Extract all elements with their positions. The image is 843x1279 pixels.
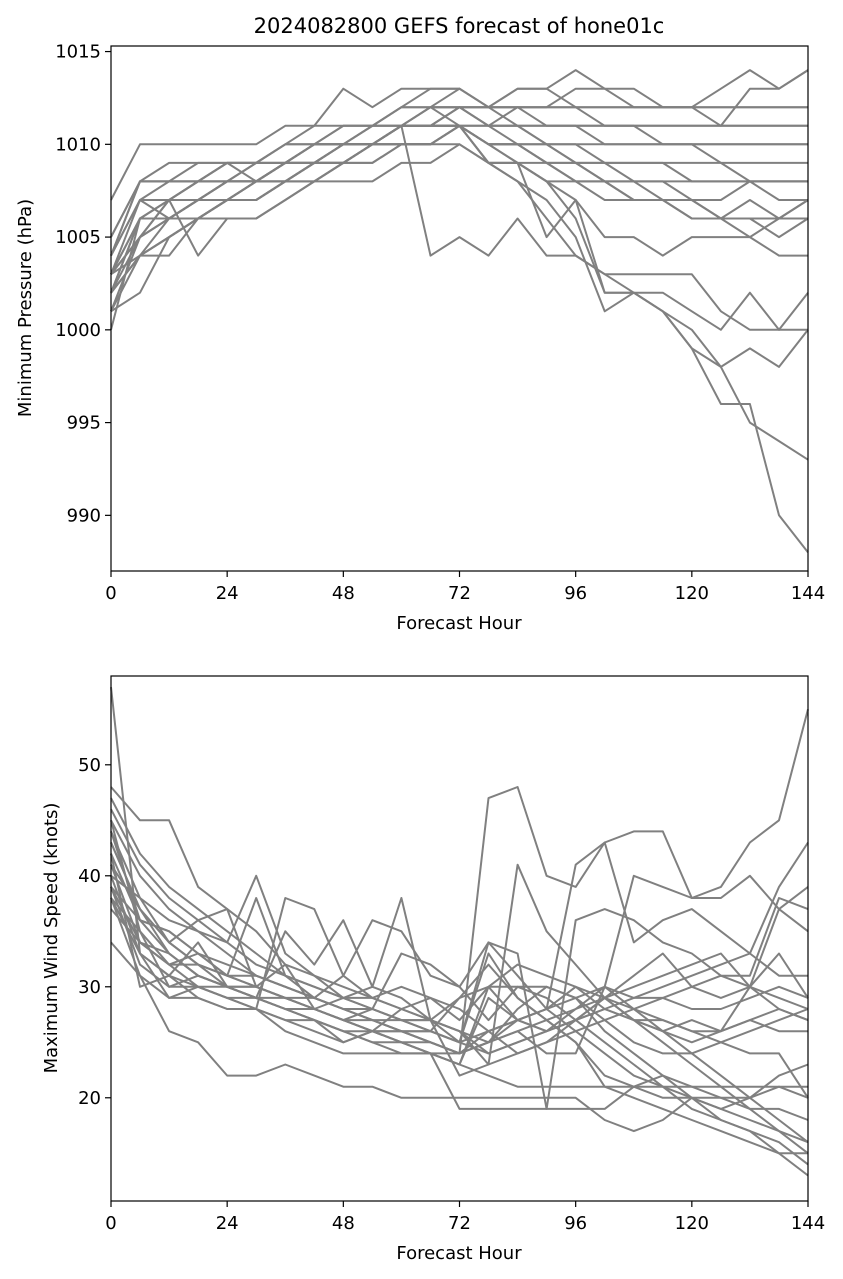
pressure-series-line-22	[110, 124, 809, 461]
pressure-series-line-23	[110, 87, 808, 238]
wind-series-line-11	[110, 886, 809, 1166]
pressure-y-tick-label: 1015	[55, 42, 101, 63]
pressure-series-line-15	[110, 106, 808, 294]
pressure-x-tick-label: 96	[564, 583, 587, 604]
wind-x-tick-label: 96	[564, 1213, 587, 1234]
pressure-y-tick-label: 990	[67, 505, 101, 526]
wind-x-tick-label: 0	[105, 1213, 116, 1234]
wind-series-line-24	[110, 842, 808, 1099]
pressure-x-tick-label: 72	[448, 583, 471, 604]
wind-x-tick-label: 24	[216, 1213, 239, 1234]
pressure-y-tick-label: 1000	[55, 320, 101, 341]
wind-series-line-22	[110, 863, 809, 1066]
wind-series-layer	[110, 686, 809, 1177]
pressure-y-axis-label: Minimum Pressure (hPa)	[15, 199, 36, 417]
wind-y-tick-label: 20	[78, 1088, 101, 1109]
pressure-panel: 2024082800 GEFS forecast of hone01c 0 24 4…	[15, 14, 825, 634]
pressure-series-line-18	[110, 143, 808, 331]
wind-y-tick-label: 40	[78, 866, 101, 887]
pressure-x-tick-label: 0	[105, 583, 116, 604]
pressure-x-tick-label: 24	[216, 583, 239, 604]
wind-panel: 0 24 48 72 96 120 144 20 30 40 50 Forecast Hour M…	[41, 675, 825, 1264]
chart-title: 2024082800 GEFS forecast of hone01c	[254, 14, 665, 38]
pressure-y-axis: 990 995 1000 1005 1010 1015	[55, 42, 111, 526]
wind-y-tick-label: 30	[78, 977, 101, 998]
pressure-y-tick-label: 1010	[55, 134, 101, 155]
pressure-y-tick-label: 1005	[55, 227, 101, 248]
pressure-x-tick-label: 144	[791, 583, 825, 604]
pressure-x-axis: 0 24 48 72 96 120 144	[105, 571, 825, 604]
wind-series-line-23	[110, 897, 809, 1110]
wind-x-tick-label: 48	[332, 1213, 355, 1234]
pressure-x-tick-label: 120	[675, 583, 709, 604]
wind-x-tick-label: 144	[791, 1213, 825, 1234]
pressure-y-tick-label: 995	[67, 413, 101, 434]
wind-y-axis: 20 30 40 50	[78, 755, 111, 1109]
pressure-x-tick-label: 48	[332, 583, 355, 604]
pressure-x-axis-label: Forecast Hour	[396, 613, 522, 634]
wind-x-axis: 0 24 48 72 96 120 144	[105, 1201, 825, 1234]
pressure-series-layer	[110, 69, 809, 554]
wind-x-tick-label: 72	[448, 1213, 471, 1234]
wind-y-tick-label: 50	[78, 755, 101, 776]
wind-y-axis-label: Maximum Wind Speed (knots)	[41, 803, 62, 1074]
wind-x-axis-label: Forecast Hour	[396, 1243, 522, 1264]
wind-x-tick-label: 120	[675, 1213, 709, 1234]
